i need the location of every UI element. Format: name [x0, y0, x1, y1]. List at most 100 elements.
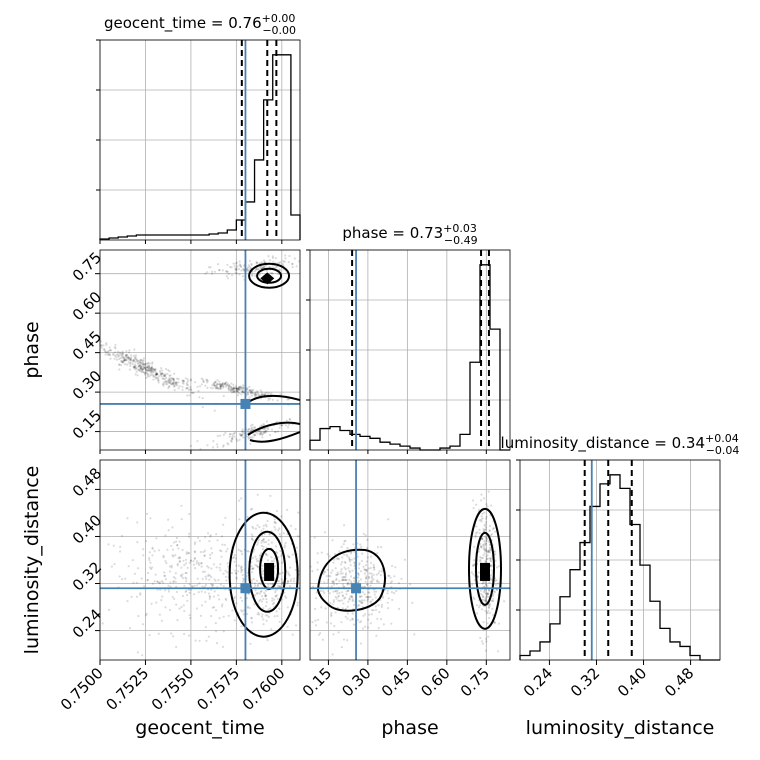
sample-point: [212, 440, 215, 443]
sample-point: [488, 589, 491, 592]
sample-point: [219, 549, 222, 552]
sample-point: [374, 596, 377, 599]
sample-point: [336, 573, 339, 577]
sample-point: [185, 577, 188, 580]
sample-point: [237, 386, 241, 389]
sample-point: [298, 260, 300, 263]
sample-point: [149, 561, 152, 564]
sample-point: [224, 516, 227, 519]
sample-point: [145, 370, 148, 373]
sample-point: [169, 377, 172, 380]
sample-point: [103, 348, 106, 351]
sample-point: [234, 387, 238, 390]
sample-point: [343, 561, 346, 564]
sample-point: [393, 575, 396, 578]
sample-point: [263, 261, 266, 264]
sample-point: [346, 583, 349, 586]
sample-point: [147, 361, 150, 365]
sample-point: [199, 614, 203, 618]
sample-point: [261, 432, 264, 436]
sample-point: [241, 573, 244, 577]
sample-point: [192, 560, 195, 563]
sample-point: [231, 437, 234, 440]
sample-point: [253, 392, 256, 395]
sample-point: [474, 535, 477, 539]
sample-point: [262, 570, 265, 573]
sample-point: [274, 595, 277, 598]
sample-point: [284, 595, 287, 598]
sample-point: [164, 560, 167, 563]
sample-point: [483, 528, 486, 531]
sample-point: [207, 574, 210, 578]
sample-point: [485, 540, 488, 543]
sample-point: [127, 356, 130, 359]
sample-point: [181, 379, 184, 382]
sample-point: [136, 362, 139, 365]
sample-point: [484, 536, 487, 539]
sample-point: [156, 588, 159, 591]
sample-point: [175, 381, 178, 384]
sample-point: [278, 585, 281, 588]
sample-point: [238, 432, 241, 435]
sample-point: [174, 383, 178, 386]
sample-point: [284, 257, 287, 260]
sample-point: [152, 369, 155, 372]
sample-point: [233, 432, 236, 435]
sample-point: [155, 372, 158, 375]
sample-point: [246, 387, 249, 390]
sample-point: [479, 604, 482, 607]
sample-point: [381, 596, 385, 599]
sample-point: [109, 349, 112, 352]
sample-point: [253, 434, 256, 437]
sample-point: [487, 540, 490, 543]
sample-point: [132, 581, 135, 584]
sample-point: [481, 595, 484, 598]
sample-point: [261, 572, 264, 576]
sample-point: [273, 557, 276, 560]
sample-point: [395, 589, 398, 593]
sample-point: [181, 573, 184, 576]
sample-point: [186, 378, 189, 381]
sample-point: [249, 392, 252, 395]
sample-point: [102, 344, 105, 347]
sample-point: [218, 566, 221, 569]
sample-point: [372, 566, 376, 569]
sample-point: [220, 555, 223, 558]
sample-point: [346, 612, 349, 615]
sample-point: [268, 533, 271, 536]
sample-point: [141, 365, 145, 368]
sample-point: [292, 577, 296, 580]
sample-point: [136, 541, 139, 544]
sample-point: [164, 373, 167, 376]
sample-point: [363, 568, 366, 571]
sample-point: [493, 550, 496, 553]
sample-point: [196, 385, 199, 388]
sample-point: [331, 580, 334, 583]
sample-point: [145, 369, 148, 372]
sample-point: [477, 575, 480, 578]
sample-point: [347, 589, 350, 592]
sample-point: [259, 554, 262, 558]
sample-point: [109, 349, 112, 352]
sample-point: [163, 574, 166, 577]
sample-point: [150, 365, 153, 368]
sample-point: [263, 265, 266, 268]
sample-point: [156, 376, 159, 379]
sample-point: [160, 372, 163, 375]
sample-point: [496, 582, 499, 585]
sample-point: [488, 529, 491, 532]
sample-point: [330, 614, 333, 618]
sample-point: [134, 356, 137, 359]
sample-point: [273, 525, 276, 529]
sample-point: [480, 556, 483, 560]
sample-point: [133, 365, 137, 368]
sample-point: [164, 578, 167, 581]
sample-point: [283, 260, 286, 263]
sample-point: [326, 553, 329, 556]
sample-point: [259, 590, 262, 593]
sample-point: [343, 540, 346, 543]
sample-point: [176, 619, 179, 622]
sample-point: [235, 564, 238, 567]
sample-point: [170, 564, 173, 567]
sample-point: [487, 595, 490, 599]
